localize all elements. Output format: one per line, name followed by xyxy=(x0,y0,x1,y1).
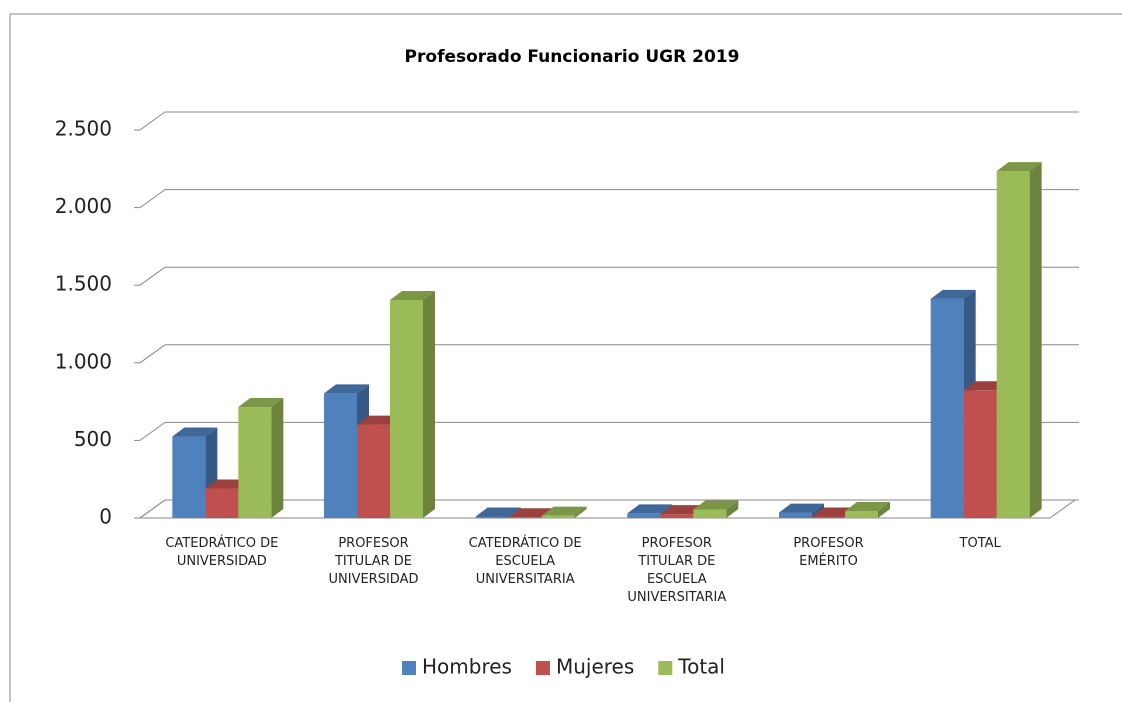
y-tick-label: 500 xyxy=(74,427,112,451)
bar xyxy=(779,512,812,518)
bar xyxy=(963,390,997,518)
x-tick-label: PROFESOR TITULAR DE UNIVERSIDAD xyxy=(328,536,419,587)
bar xyxy=(508,517,542,518)
bar xyxy=(475,516,509,518)
bar xyxy=(627,513,661,518)
bar-top xyxy=(390,290,435,300)
bar-side xyxy=(574,506,587,518)
legend-label: Hombres xyxy=(422,655,512,679)
legend-label: Total xyxy=(677,655,725,679)
bar-side xyxy=(1029,162,1042,519)
bar xyxy=(238,407,272,518)
chart-title: Profesorado Funcionario UGR 2019 xyxy=(405,47,740,67)
y-tick-label: 0 xyxy=(99,505,112,529)
legend-swatch xyxy=(658,661,673,675)
bar-top xyxy=(845,502,890,512)
legend-label: Mujeres xyxy=(556,655,634,679)
bar-top xyxy=(627,504,673,514)
bar-top xyxy=(541,506,587,516)
legend-swatch xyxy=(402,661,416,675)
x-tick-label: PROFESOR TITULAR DE ESCUELA UNIVERSITARI… xyxy=(627,536,727,605)
y-tick-label: 1.000 xyxy=(55,349,112,373)
grid-line-side xyxy=(139,499,166,519)
bar xyxy=(205,488,239,518)
bar-side xyxy=(271,398,284,518)
bar-top xyxy=(238,398,284,408)
x-tick-label: CATEDRÁTICO DE UNIVERSIDAD xyxy=(165,536,279,569)
bar-top xyxy=(324,384,369,394)
grid-line-side xyxy=(139,421,166,441)
x-tick-label: CATEDRÁTICO DE ESCUELA UNIVERSITARIA xyxy=(468,536,582,587)
x-tick-label: TOTAL xyxy=(959,536,1001,551)
bar-top xyxy=(930,289,976,299)
bar-side xyxy=(726,500,739,518)
bar-top xyxy=(996,162,1042,172)
grid-line-side xyxy=(139,344,166,364)
y-tick-label: 2.500 xyxy=(55,117,112,141)
bar xyxy=(812,516,845,518)
bar xyxy=(845,511,878,518)
legend-swatch xyxy=(535,661,550,675)
bar xyxy=(996,171,1030,519)
bar xyxy=(390,299,423,518)
bar-top xyxy=(172,427,218,437)
bar xyxy=(541,515,575,518)
bar-side xyxy=(423,290,435,518)
bar xyxy=(660,514,694,518)
bar xyxy=(172,436,206,518)
bar xyxy=(693,509,727,518)
x-tick-label: PROFESOR EMÉRITO xyxy=(793,536,864,569)
y-tick-label: 2.000 xyxy=(55,194,112,218)
grid-line-side xyxy=(139,266,166,286)
grid-line-side xyxy=(139,189,166,209)
bar-top xyxy=(508,508,554,518)
bar-top xyxy=(693,500,739,510)
bar-top xyxy=(779,503,824,513)
bar xyxy=(357,424,390,518)
y-tick-label: 1.500 xyxy=(55,272,112,296)
bar-top xyxy=(475,507,521,517)
bar-side xyxy=(878,502,890,518)
grid-line-side xyxy=(139,111,166,131)
bar xyxy=(930,298,964,518)
chart-frame xyxy=(9,13,1122,702)
bar xyxy=(324,393,357,518)
